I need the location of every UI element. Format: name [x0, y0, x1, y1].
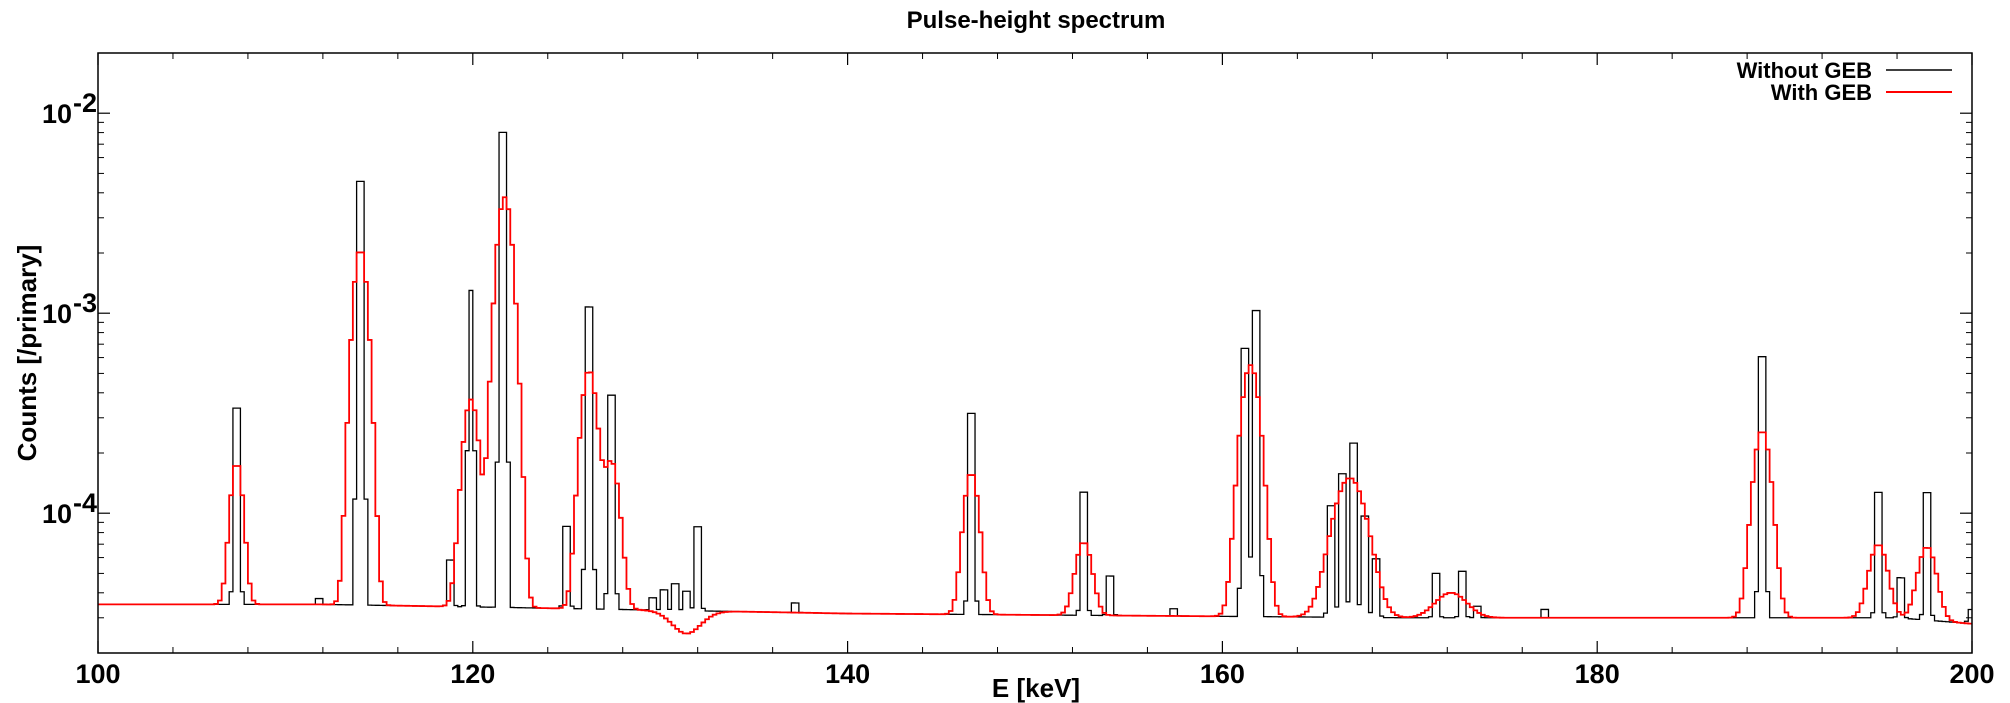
y-tick-exponent: -3 — [73, 288, 97, 318]
y-axis-label: Counts [/primary] — [12, 245, 42, 462]
y-tick-label: 10 — [42, 499, 72, 529]
plot-frame — [97, 52, 1973, 654]
x-tick-label: 140 — [825, 659, 870, 689]
y-tick-exponent: -4 — [73, 488, 97, 518]
series-line-with-geb — [98, 196, 1972, 635]
legend-label-with-geb: With GEB — [1771, 80, 1872, 105]
series-group — [98, 131, 1972, 635]
x-tick-label: 100 — [75, 659, 120, 689]
x-tick-label: 180 — [1575, 659, 1620, 689]
x-tick-label: 200 — [1949, 659, 1994, 689]
y-tick-label: 10 — [42, 99, 72, 129]
x-axis-label: E [keV] — [992, 673, 1080, 703]
x-tick-label: 120 — [450, 659, 495, 689]
x-tick-label: 160 — [1200, 659, 1245, 689]
y-tick-label: 10 — [42, 299, 72, 329]
y-tick-exponent: -2 — [73, 88, 97, 118]
chart-title: Pulse-height spectrum — [907, 7, 1166, 34]
legend-label-without-geb: Without GEB — [1737, 58, 1872, 83]
